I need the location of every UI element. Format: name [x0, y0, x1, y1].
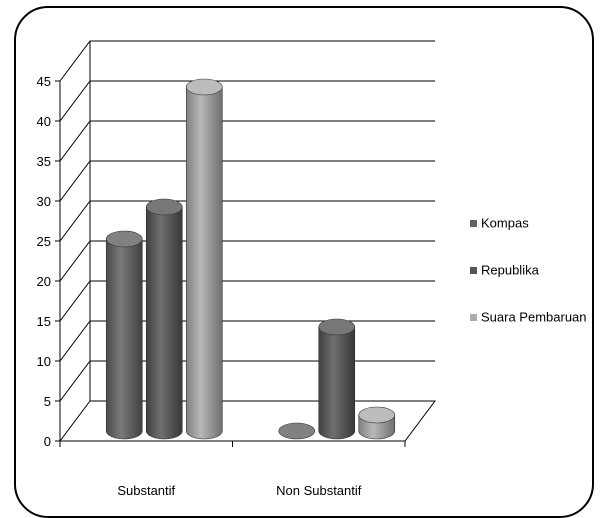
- legend-label: Republika: [481, 263, 540, 278]
- gridline: [59, 80, 435, 122]
- y-tick-label: 35: [37, 154, 51, 169]
- chart-gridlines: [59, 40, 435, 402]
- y-axis-ticks: 0 5 10 15 20 25 30 35 40 45: [37, 74, 60, 449]
- gridline: [59, 40, 435, 82]
- y-tick-label: 30: [37, 194, 51, 209]
- y-tick-label: 10: [37, 354, 51, 369]
- x-category-label: Non Substantif: [276, 483, 362, 498]
- chart-floor: [59, 400, 436, 442]
- legend-label: Suara Pembaruan: [481, 310, 587, 325]
- y-tick-label: 5: [44, 394, 51, 409]
- gridline: [59, 240, 435, 282]
- chart: 0 5 10 15 20 25 30 35 40 45 Substantif Non Substan…: [37, 40, 587, 498]
- gridline: [59, 280, 435, 322]
- chart-legend: Kompas Republika Suara Pembaruan: [470, 216, 587, 325]
- y-tick-label: 15: [37, 314, 51, 329]
- chart-bars: [105, 78, 396, 440]
- bar-republika-0: [145, 198, 183, 440]
- legend-swatch: [470, 314, 477, 321]
- x-axis-categories: Substantif Non Substantif: [59, 441, 406, 498]
- gridline: [59, 120, 435, 162]
- gridline: [59, 160, 435, 202]
- legend-swatch: [470, 220, 477, 227]
- legend-label: Kompas: [481, 216, 529, 231]
- y-tick-label: 40: [37, 114, 51, 129]
- y-tick-label: 45: [37, 74, 51, 89]
- y-tick-label: 25: [37, 234, 51, 249]
- legend-swatch: [470, 267, 477, 274]
- bar-kompas-1: [278, 422, 316, 440]
- gridline: [59, 200, 435, 242]
- bar-kompas-0: [105, 230, 143, 440]
- bar-suara-pembaruan-1: [358, 406, 396, 440]
- x-category-label: Substantif: [117, 483, 175, 498]
- y-tick-label: 20: [37, 274, 51, 289]
- bar-republika-1: [318, 318, 356, 440]
- y-tick-label: 0: [44, 434, 51, 449]
- bar-suara-pembaruan-0: [185, 78, 223, 440]
- gridline: [59, 320, 435, 362]
